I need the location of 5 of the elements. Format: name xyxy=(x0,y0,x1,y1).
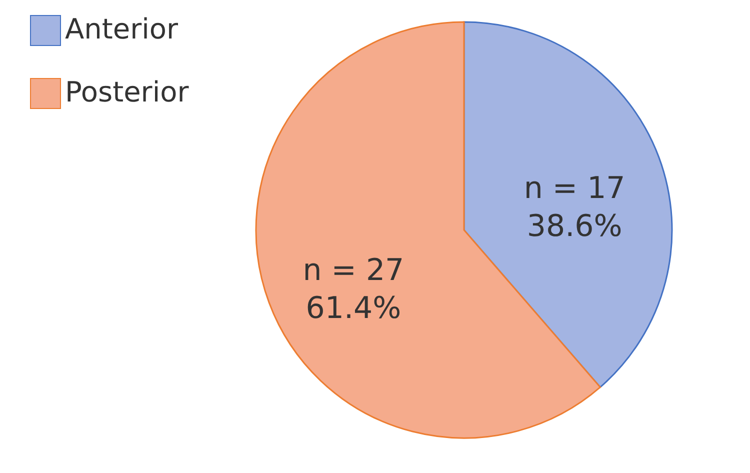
legend-label: Posterior xyxy=(65,76,190,108)
data-label: n = 27 61.4% xyxy=(302,253,404,326)
data-label: n = 17 38.6% xyxy=(524,170,626,244)
legend-label: Anterior xyxy=(65,12,179,46)
pie-slice xyxy=(463,21,673,388)
